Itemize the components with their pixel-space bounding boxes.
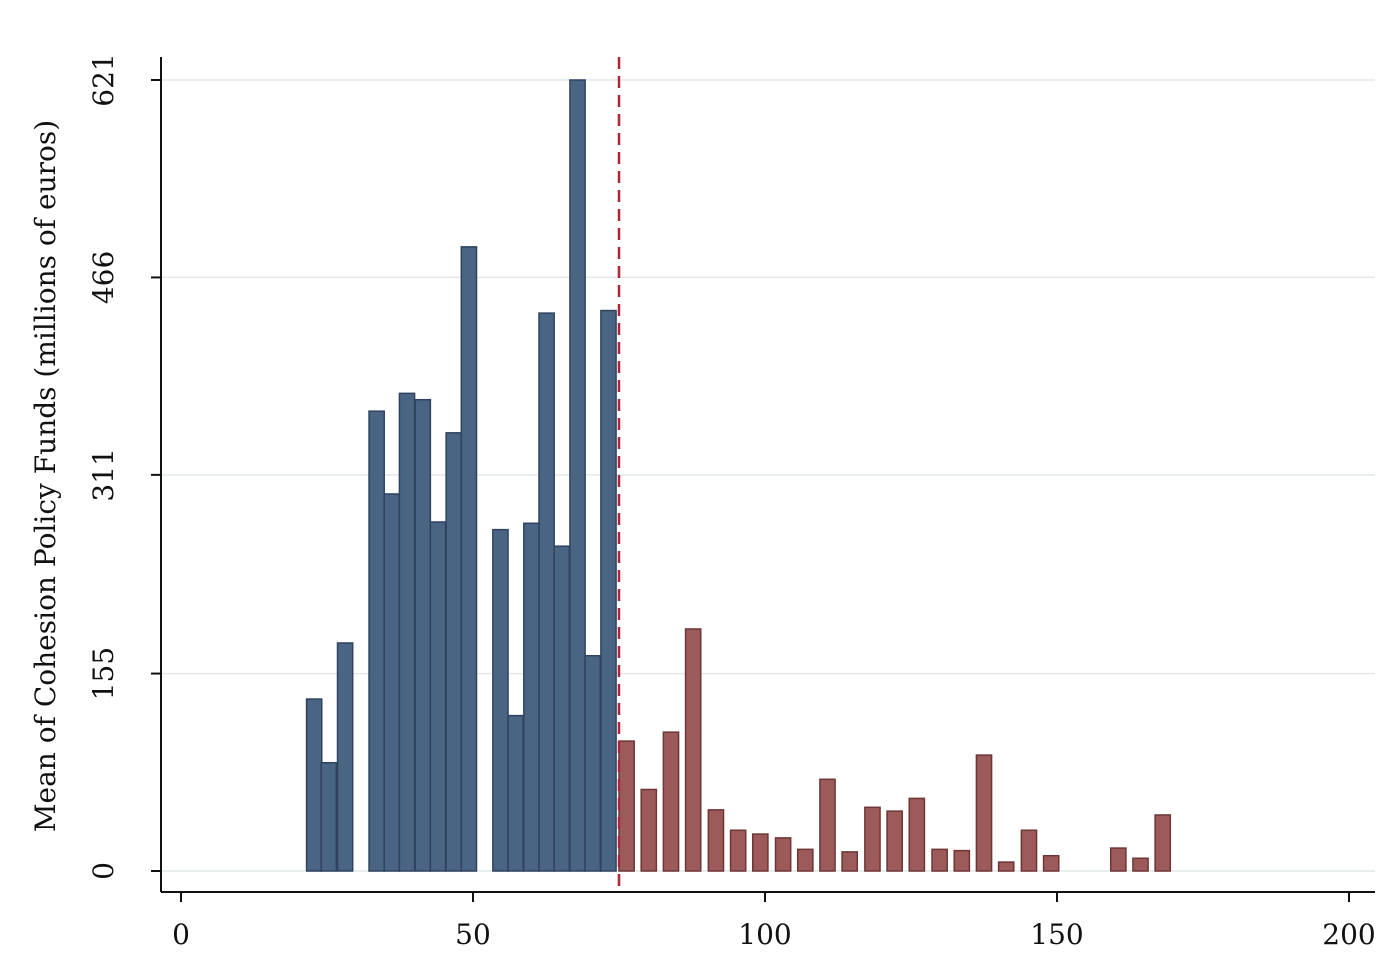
x-tick-label: 150 [1030,918,1083,951]
histogram-bar [819,778,836,872]
histogram-bar [618,740,635,872]
histogram-bar [1132,857,1149,872]
tick-labels: 0 155 311 466 621 0 50 100 150 200 [87,53,1376,951]
y-tick-label: 311 [87,448,120,501]
histogram-bar [600,309,617,872]
histogram-bar [460,246,478,872]
histogram-bar [507,714,524,872]
histogram-bar [953,849,971,872]
histogram-bar [931,848,948,872]
histogram-bar [1020,829,1038,872]
histogram-bar [429,521,447,872]
histogram-bar [336,642,354,872]
histogram-bar [414,398,432,872]
histogram-bar [684,628,702,872]
histogram-bar [774,837,792,872]
histogram-bar [492,528,509,872]
histogram-bar [445,432,463,872]
histogram-bar [368,410,385,872]
histogram-bar [1154,814,1172,872]
x-tick-label: 200 [1322,918,1375,951]
histogram-bar [908,797,926,872]
histogram-bar [662,731,680,872]
histogram-bar [584,654,602,872]
histogram-bar [841,851,859,872]
x-tick-label: 0 [172,918,190,951]
histogram-bar [305,698,323,872]
histogram-bar [864,806,881,872]
histogram-bar [975,754,993,872]
y-tick-label: 466 [87,251,120,304]
histogram-bar [538,312,555,872]
y-axis-title: Mean of Cohesion Policy Funds (millions … [29,120,62,832]
x-tick-label: 50 [455,918,491,951]
histogram-bar [320,761,338,872]
y-tick-label: 0 [87,862,120,880]
histogram-bar [569,79,586,872]
histogram-bar [1109,847,1127,872]
x-tick-label: 100 [738,918,791,951]
histogram-bar [640,788,658,872]
histogram-bar [751,833,769,872]
histogram-bar [729,829,747,872]
histogram-bar [383,493,401,872]
histogram-bar [707,809,725,872]
y-tick-label: 621 [87,53,120,106]
histogram-bar [997,861,1015,872]
histogram-bar [398,392,416,872]
histogram-bar [796,848,814,872]
gridlines [161,79,1375,872]
y-tick-label: 155 [87,647,120,700]
histogram-bar [553,545,571,872]
bars [305,79,1172,872]
histogram-bar [1042,854,1060,872]
histogram-bar [886,810,903,872]
histogram-bar [523,522,540,872]
